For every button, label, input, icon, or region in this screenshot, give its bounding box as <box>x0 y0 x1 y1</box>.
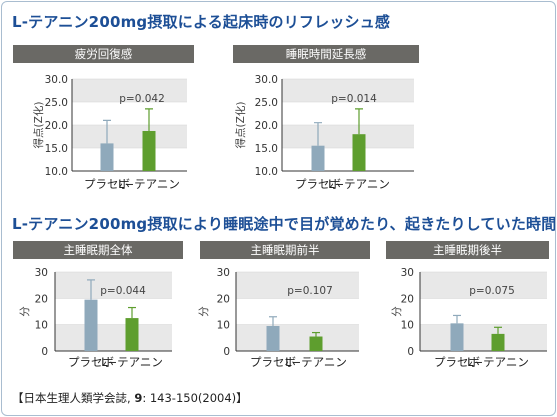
bar-placebo <box>450 323 464 351</box>
panel-header-whole-sleep: 主睡眠期全体 <box>13 241 183 259</box>
bar-placebo <box>311 145 325 171</box>
p-value-label: p=0.014 <box>331 93 377 105</box>
citation: 【日本生理人類学会誌, 9: 143-150(2004)】 <box>12 390 248 406</box>
bar-theanine <box>142 130 156 171</box>
category-label: L−テアニン <box>467 355 529 369</box>
y-tick-label: 10 <box>35 320 48 332</box>
y-tick-label: 15.0 <box>45 143 68 155</box>
category-label: L−テアニン <box>101 355 163 369</box>
y-tick-label: 25.0 <box>45 97 68 109</box>
grid-band <box>55 272 172 299</box>
y-tick-label: 25.0 <box>255 97 278 109</box>
grid-band <box>72 79 187 102</box>
bar-theanine <box>491 333 505 351</box>
y-axis-label: 得点(Z化) <box>234 102 247 149</box>
y-tick-label: 30 <box>217 267 230 279</box>
y-tick-label: 20 <box>217 293 230 305</box>
p-value-label: p=0.042 <box>119 93 165 105</box>
grid-band <box>236 272 359 299</box>
y-tick-label: 10.0 <box>255 166 278 178</box>
y-axis-label: 分 <box>19 306 31 317</box>
y-tick-label: 20.0 <box>255 120 278 132</box>
bar-theanine <box>352 134 366 171</box>
category-label: プラセボ <box>434 355 480 369</box>
bar-theanine <box>309 336 323 351</box>
y-tick-label: 30 <box>401 267 414 279</box>
y-tick-label: 10 <box>401 320 414 332</box>
panel-header-first-half: 主睡眠期前半 <box>200 241 370 259</box>
grid-band <box>55 324 172 351</box>
grid-band <box>282 125 414 148</box>
bar-placebo <box>266 325 280 351</box>
y-axis-label: 分 <box>198 306 210 317</box>
citation-prefix: 【日本生理人類学会誌, <box>12 391 135 405</box>
panel-header-second-half: 主睡眠期後半 <box>386 241 549 259</box>
panel-header-fatigue-recovery: 疲労回復感 <box>13 45 194 63</box>
category-label: プラセボ <box>68 355 114 369</box>
y-tick-label: 30 <box>35 267 48 279</box>
grid-band <box>72 125 187 148</box>
category-label: プラセボ <box>295 177 341 191</box>
category-label: L−テアニン <box>285 355 347 369</box>
citation-pages: : 143-150(2004)】 <box>142 391 248 405</box>
p-value-label: p=0.075 <box>469 285 515 297</box>
category-label: L−テアニン <box>328 177 390 191</box>
y-tick-label: 0 <box>41 346 48 358</box>
category-label: L−テアニン <box>118 177 180 191</box>
y-tick-label: 0 <box>407 346 414 358</box>
grid-band <box>282 79 414 102</box>
y-tick-label: 10.0 <box>45 166 68 178</box>
grid-band <box>420 324 547 351</box>
bar-placebo <box>100 143 114 171</box>
y-tick-label: 15.0 <box>255 143 278 155</box>
category-label: プラセボ <box>84 177 130 191</box>
p-value-label: p=0.107 <box>287 285 333 297</box>
grid-band <box>420 272 547 299</box>
y-axis-label: 分 <box>391 306 403 317</box>
bar-theanine <box>125 318 139 351</box>
y-tick-label: 0 <box>223 346 230 358</box>
y-tick-label: 10 <box>217 320 230 332</box>
y-tick-label: 20.0 <box>45 120 68 132</box>
category-label: プラセボ <box>250 355 296 369</box>
y-tick-label: 30.0 <box>255 74 278 86</box>
section-title-wake-time: L-テアニン200mg摂取により睡眠途中で目が覚めたり、起きたりしていた時間 <box>12 215 556 233</box>
section-title-refresh: L-テアニン200mg摂取による起床時のリフレッシュ感 <box>12 13 391 31</box>
bar-placebo <box>84 299 98 351</box>
grid-band <box>236 324 359 351</box>
y-tick-label: 20 <box>401 293 414 305</box>
panel-header-sleep-extension: 睡眠時間延長感 <box>233 45 419 63</box>
p-value-label: p=0.044 <box>100 285 146 297</box>
y-tick-label: 20 <box>35 293 48 305</box>
citation-volume: 9 <box>134 391 143 405</box>
y-axis-label: 得点(Z化) <box>32 102 45 149</box>
y-tick-label: 30.0 <box>45 74 68 86</box>
